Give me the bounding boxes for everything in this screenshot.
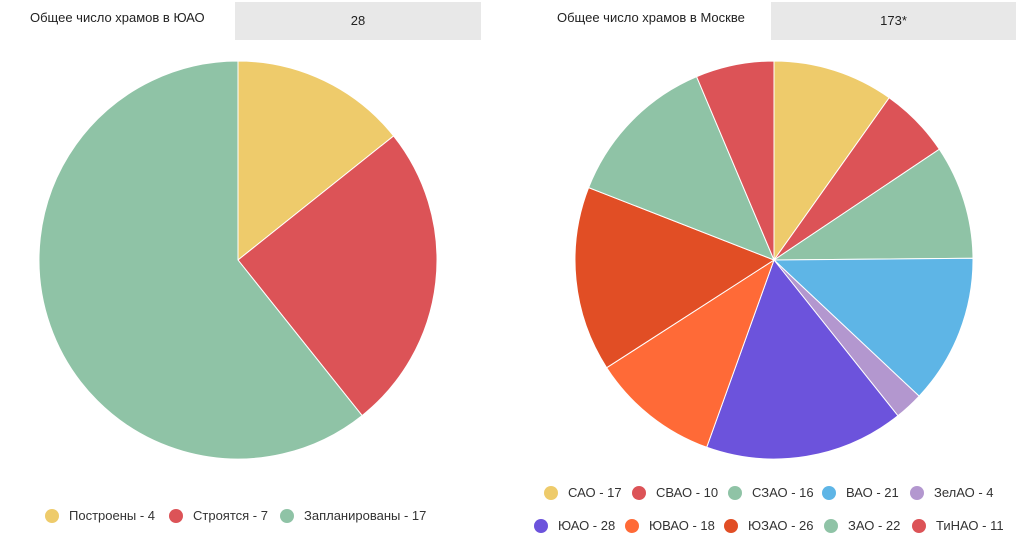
legend-item-1-0[interactable]: САО - 17 bbox=[544, 485, 622, 500]
legend-item-1-2[interactable]: СЗАО - 16 bbox=[728, 485, 814, 500]
pie-chart-yuao bbox=[38, 60, 438, 460]
legend-label: ЮЗАО - 26 bbox=[748, 518, 814, 533]
pie-slice-1-8[interactable] bbox=[587, 76, 775, 261]
legend-label: ТиНАО - 11 bbox=[936, 518, 1004, 533]
legend-swatch bbox=[534, 518, 548, 533]
legend-label: СВАО - 10 bbox=[656, 485, 719, 500]
legend-item-1-1[interactable]: СВАО - 10 bbox=[632, 485, 718, 500]
right-total-value: 173* bbox=[771, 2, 1016, 40]
pie-slice-1-0[interactable] bbox=[773, 60, 890, 262]
legend-label: ЗелАО - 4 bbox=[934, 485, 994, 500]
legend-item-0-0[interactable]: Построены - 4 bbox=[45, 508, 155, 523]
legend-item-1-7[interactable]: ЮЗАО - 26 bbox=[724, 518, 814, 533]
legend-label: САО - 17 bbox=[568, 485, 622, 500]
legend-label: ЗАО - 22 bbox=[848, 518, 901, 533]
legend-item-0-1[interactable]: Строятся - 7 bbox=[169, 508, 268, 523]
right-total-label: Общее число храмов в Москве bbox=[557, 10, 745, 25]
pie-slice-1-3[interactable] bbox=[772, 257, 974, 397]
pie-slice-0-2[interactable] bbox=[38, 60, 363, 460]
legend-label: ВАО - 21 bbox=[846, 485, 899, 500]
legend-item-1-5[interactable]: ЮАО - 28 bbox=[534, 518, 615, 533]
legend-item-1-8[interactable]: ЗАО - 22 bbox=[824, 518, 900, 533]
pie-slice-1-5[interactable] bbox=[706, 258, 899, 460]
pie-slice-1-9[interactable] bbox=[695, 60, 775, 261]
legend-swatch bbox=[280, 508, 294, 523]
pie-slice-1-6[interactable] bbox=[605, 258, 775, 448]
legend-swatch bbox=[632, 485, 646, 500]
legend-swatch bbox=[544, 485, 558, 500]
legend-label: Построены - 4 bbox=[69, 508, 156, 523]
legend-item-1-6[interactable]: ЮВАО - 18 bbox=[625, 518, 715, 533]
pie-slice-0-0[interactable] bbox=[237, 60, 395, 262]
legend-swatch bbox=[724, 518, 738, 533]
pie-chart-moscow bbox=[574, 60, 974, 460]
legend-label: ЮВАО - 18 bbox=[649, 518, 715, 533]
legend-swatch bbox=[824, 518, 838, 533]
pie-slice-1-7[interactable] bbox=[574, 186, 776, 369]
legend-label: СЗАО - 16 bbox=[752, 485, 814, 500]
legend-item-1-9[interactable]: ТиНАО - 11 bbox=[912, 518, 1004, 533]
legend-swatch bbox=[45, 508, 59, 523]
legend-swatch bbox=[912, 518, 926, 533]
pie-slice-0-1[interactable] bbox=[237, 135, 438, 417]
pie-slice-1-2[interactable] bbox=[772, 148, 974, 261]
left-total-label: Общее число храмов в ЮАО bbox=[30, 10, 205, 25]
legend-swatch bbox=[728, 485, 742, 500]
legend-label: ЮАО - 28 bbox=[558, 518, 616, 533]
left-total-value: 28 bbox=[235, 2, 481, 40]
legend-label: Строятся - 7 bbox=[193, 508, 268, 523]
legend-item-1-4[interactable]: ЗелАО - 4 bbox=[910, 485, 994, 500]
legend-swatch bbox=[169, 508, 183, 523]
legend-swatch bbox=[625, 518, 639, 533]
legend-swatch bbox=[910, 485, 924, 500]
legend-item-1-3[interactable]: ВАО - 21 bbox=[822, 485, 899, 500]
legend-label: Запланированы - 17 bbox=[304, 508, 427, 523]
legend-swatch bbox=[822, 485, 836, 500]
legend-item-0-2[interactable]: Запланированы - 17 bbox=[280, 508, 426, 523]
